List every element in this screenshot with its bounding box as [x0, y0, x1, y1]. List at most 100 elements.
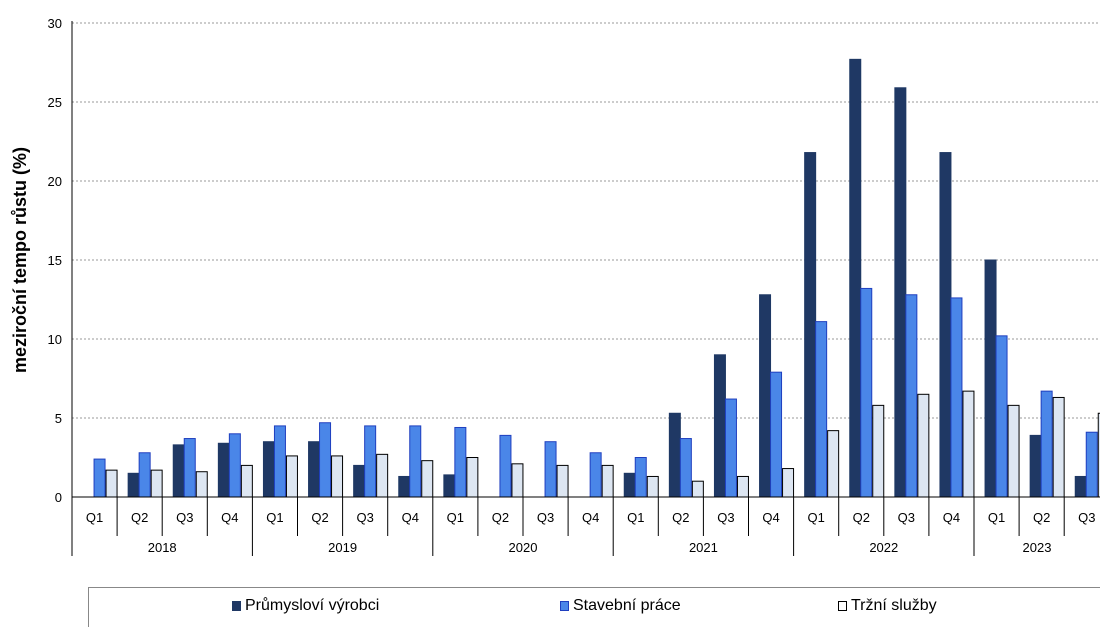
x-tick-label-8: Q1: [447, 510, 464, 525]
bar-0-18: [894, 87, 907, 498]
bar-1-10: [544, 441, 557, 498]
bar-0-3: [217, 442, 230, 498]
bar-2-11: [601, 464, 614, 498]
x-tick-label-16: Q1: [807, 510, 824, 525]
x-tick-label-11: Q4: [582, 510, 599, 525]
bar-1-0: [93, 458, 106, 498]
legend-swatch-trzni-sluzby: [838, 601, 847, 611]
bar-0-14: [713, 354, 726, 498]
bar-0-7: [398, 475, 411, 498]
bar-1-11: [589, 452, 602, 498]
x-tick-label-3: Q4: [221, 510, 238, 525]
year-label-2022: 2022: [869, 540, 898, 555]
x-tick-label-1: Q2: [131, 510, 148, 525]
x-tick-label-18: Q3: [898, 510, 915, 525]
bar-1-8: [454, 426, 467, 498]
year-label-2023: 2023: [1023, 540, 1052, 555]
x-tick-label-22: Q3: [1078, 510, 1095, 525]
bar-2-0: [105, 469, 118, 498]
x-tick-label-2: Q3: [176, 510, 193, 525]
bar-2-22: [1097, 412, 1100, 498]
bar-2-19: [962, 390, 975, 498]
legend-label-trzni-sluzby: Tržní služby: [851, 597, 937, 614]
bar-0-17: [849, 58, 862, 498]
year-label-2021: 2021: [689, 540, 718, 555]
x-tick-label-7: Q4: [402, 510, 419, 525]
y-tick-label-20: 20: [48, 174, 62, 189]
bar-1-20: [995, 335, 1008, 498]
y-tick-label-15: 15: [48, 253, 62, 268]
bar-0-19: [939, 152, 952, 498]
bar-2-6: [376, 453, 389, 498]
bar-1-3: [228, 433, 241, 498]
bar-1-19: [950, 297, 963, 498]
legend-label-prumyslovi-vyrobci: Průmysloví výrobci: [245, 597, 380, 614]
bar-1-17: [860, 287, 873, 498]
y-axis-title: meziroční tempo růstu (%): [10, 147, 30, 373]
year-label-2019: 2019: [328, 540, 357, 555]
x-tick-label-17: Q2: [853, 510, 870, 525]
bar-0-16: [804, 152, 817, 498]
bar-2-10: [556, 464, 569, 498]
bar-1-13: [679, 438, 692, 498]
y-tick-label-5: 5: [55, 411, 62, 426]
bar-0-13: [668, 412, 681, 498]
bar-1-1: [138, 452, 151, 498]
bar-1-15: [770, 371, 783, 498]
bar-1-5: [319, 422, 332, 498]
bar-0-6: [353, 464, 366, 498]
bar-1-7: [409, 425, 422, 498]
bar-2-21: [1052, 396, 1065, 498]
x-tick-label-20: Q1: [988, 510, 1005, 525]
year-label-2020: 2020: [509, 540, 538, 555]
bar-2-3: [240, 464, 253, 498]
bar-2-20: [1007, 404, 1020, 498]
x-tick-label-4: Q1: [266, 510, 283, 525]
bar-2-9: [511, 463, 524, 498]
bar-0-22: [1074, 475, 1087, 498]
x-tick-label-12: Q1: [627, 510, 644, 525]
bar-0-20: [984, 259, 997, 498]
bar-2-1: [150, 469, 163, 498]
legend: [88, 587, 1100, 627]
x-tick-label-0: Q1: [86, 510, 103, 525]
legend-item-trzni-sluzby: Tržní služby: [838, 597, 937, 615]
y-tick-label-30: 30: [48, 16, 62, 31]
bar-2-7: [421, 460, 434, 498]
bar-2-4: [285, 455, 298, 498]
bar-2-2: [195, 471, 208, 498]
bar-0-21: [1029, 434, 1042, 498]
bar-0-4: [262, 441, 275, 498]
bar-0-12: [623, 472, 636, 498]
bar-1-22: [1085, 431, 1098, 498]
bar-1-6: [364, 425, 377, 498]
bar-1-12: [634, 457, 647, 498]
bar-2-5: [331, 455, 344, 498]
x-tick-label-15: Q4: [762, 510, 779, 525]
x-tick-label-6: Q3: [356, 510, 373, 525]
y-tick-label-10: 10: [48, 332, 62, 347]
y-tick-label-0: 0: [55, 490, 62, 505]
bar-1-14: [724, 398, 737, 498]
legend-swatch-stavebni-prace: [560, 601, 569, 611]
legend-item-prumyslovi-vyrobci: Průmysloví výrobci: [232, 597, 379, 615]
bar-1-21: [1040, 390, 1053, 498]
bar-0-15: [759, 294, 772, 498]
legend-item-stavebni-prace: Stavební práce: [560, 597, 681, 615]
bar-1-4: [273, 425, 286, 498]
bar-2-8: [466, 457, 479, 498]
bar-2-12: [646, 475, 659, 498]
bar-1-16: [815, 321, 828, 498]
legend-label-stavebni-prace: Stavební práce: [573, 597, 681, 614]
bar-1-2: [183, 438, 196, 498]
bar-1-9: [499, 434, 512, 498]
bar-2-13: [691, 480, 704, 498]
year-label-2018: 2018: [148, 540, 177, 555]
bar-0-1: [127, 472, 140, 498]
bar-0-5: [308, 441, 321, 498]
x-tick-label-5: Q2: [311, 510, 328, 525]
y-tick-label-25: 25: [48, 95, 62, 110]
bar-2-15: [782, 468, 795, 498]
x-tick-label-13: Q2: [672, 510, 689, 525]
